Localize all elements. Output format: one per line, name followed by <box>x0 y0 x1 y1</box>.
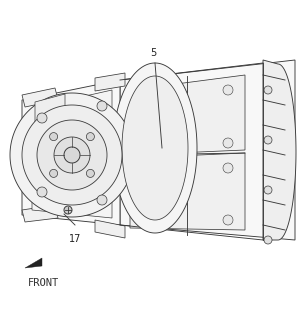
Text: FRONT: FRONT <box>28 278 59 288</box>
Polygon shape <box>223 85 233 95</box>
Polygon shape <box>22 205 58 222</box>
Polygon shape <box>143 97 153 107</box>
Polygon shape <box>95 73 125 91</box>
Polygon shape <box>22 105 122 205</box>
Polygon shape <box>120 60 295 240</box>
Polygon shape <box>264 186 272 194</box>
Polygon shape <box>35 94 65 130</box>
Polygon shape <box>37 187 47 197</box>
Polygon shape <box>97 195 107 205</box>
Polygon shape <box>223 163 233 173</box>
Polygon shape <box>22 80 120 225</box>
Polygon shape <box>50 169 58 177</box>
Polygon shape <box>223 215 233 225</box>
Polygon shape <box>130 75 245 155</box>
Polygon shape <box>143 140 153 150</box>
Polygon shape <box>50 132 58 140</box>
Polygon shape <box>223 138 233 148</box>
Polygon shape <box>37 120 107 190</box>
Polygon shape <box>10 93 134 217</box>
Polygon shape <box>122 76 188 220</box>
Polygon shape <box>86 169 94 177</box>
Polygon shape <box>37 113 47 123</box>
Polygon shape <box>64 147 80 163</box>
Polygon shape <box>25 258 42 268</box>
Polygon shape <box>54 137 90 173</box>
Polygon shape <box>263 60 296 240</box>
Polygon shape <box>264 136 272 144</box>
Polygon shape <box>143 167 153 177</box>
Polygon shape <box>86 132 94 140</box>
Polygon shape <box>130 153 245 230</box>
Polygon shape <box>97 101 107 111</box>
Polygon shape <box>264 86 272 94</box>
Polygon shape <box>113 63 197 233</box>
Polygon shape <box>32 90 112 218</box>
Text: 5: 5 <box>150 48 156 58</box>
Text: 17: 17 <box>69 234 81 244</box>
Polygon shape <box>143 217 153 227</box>
Polygon shape <box>64 206 72 214</box>
Polygon shape <box>22 88 58 107</box>
Polygon shape <box>95 220 125 238</box>
Polygon shape <box>264 236 272 244</box>
